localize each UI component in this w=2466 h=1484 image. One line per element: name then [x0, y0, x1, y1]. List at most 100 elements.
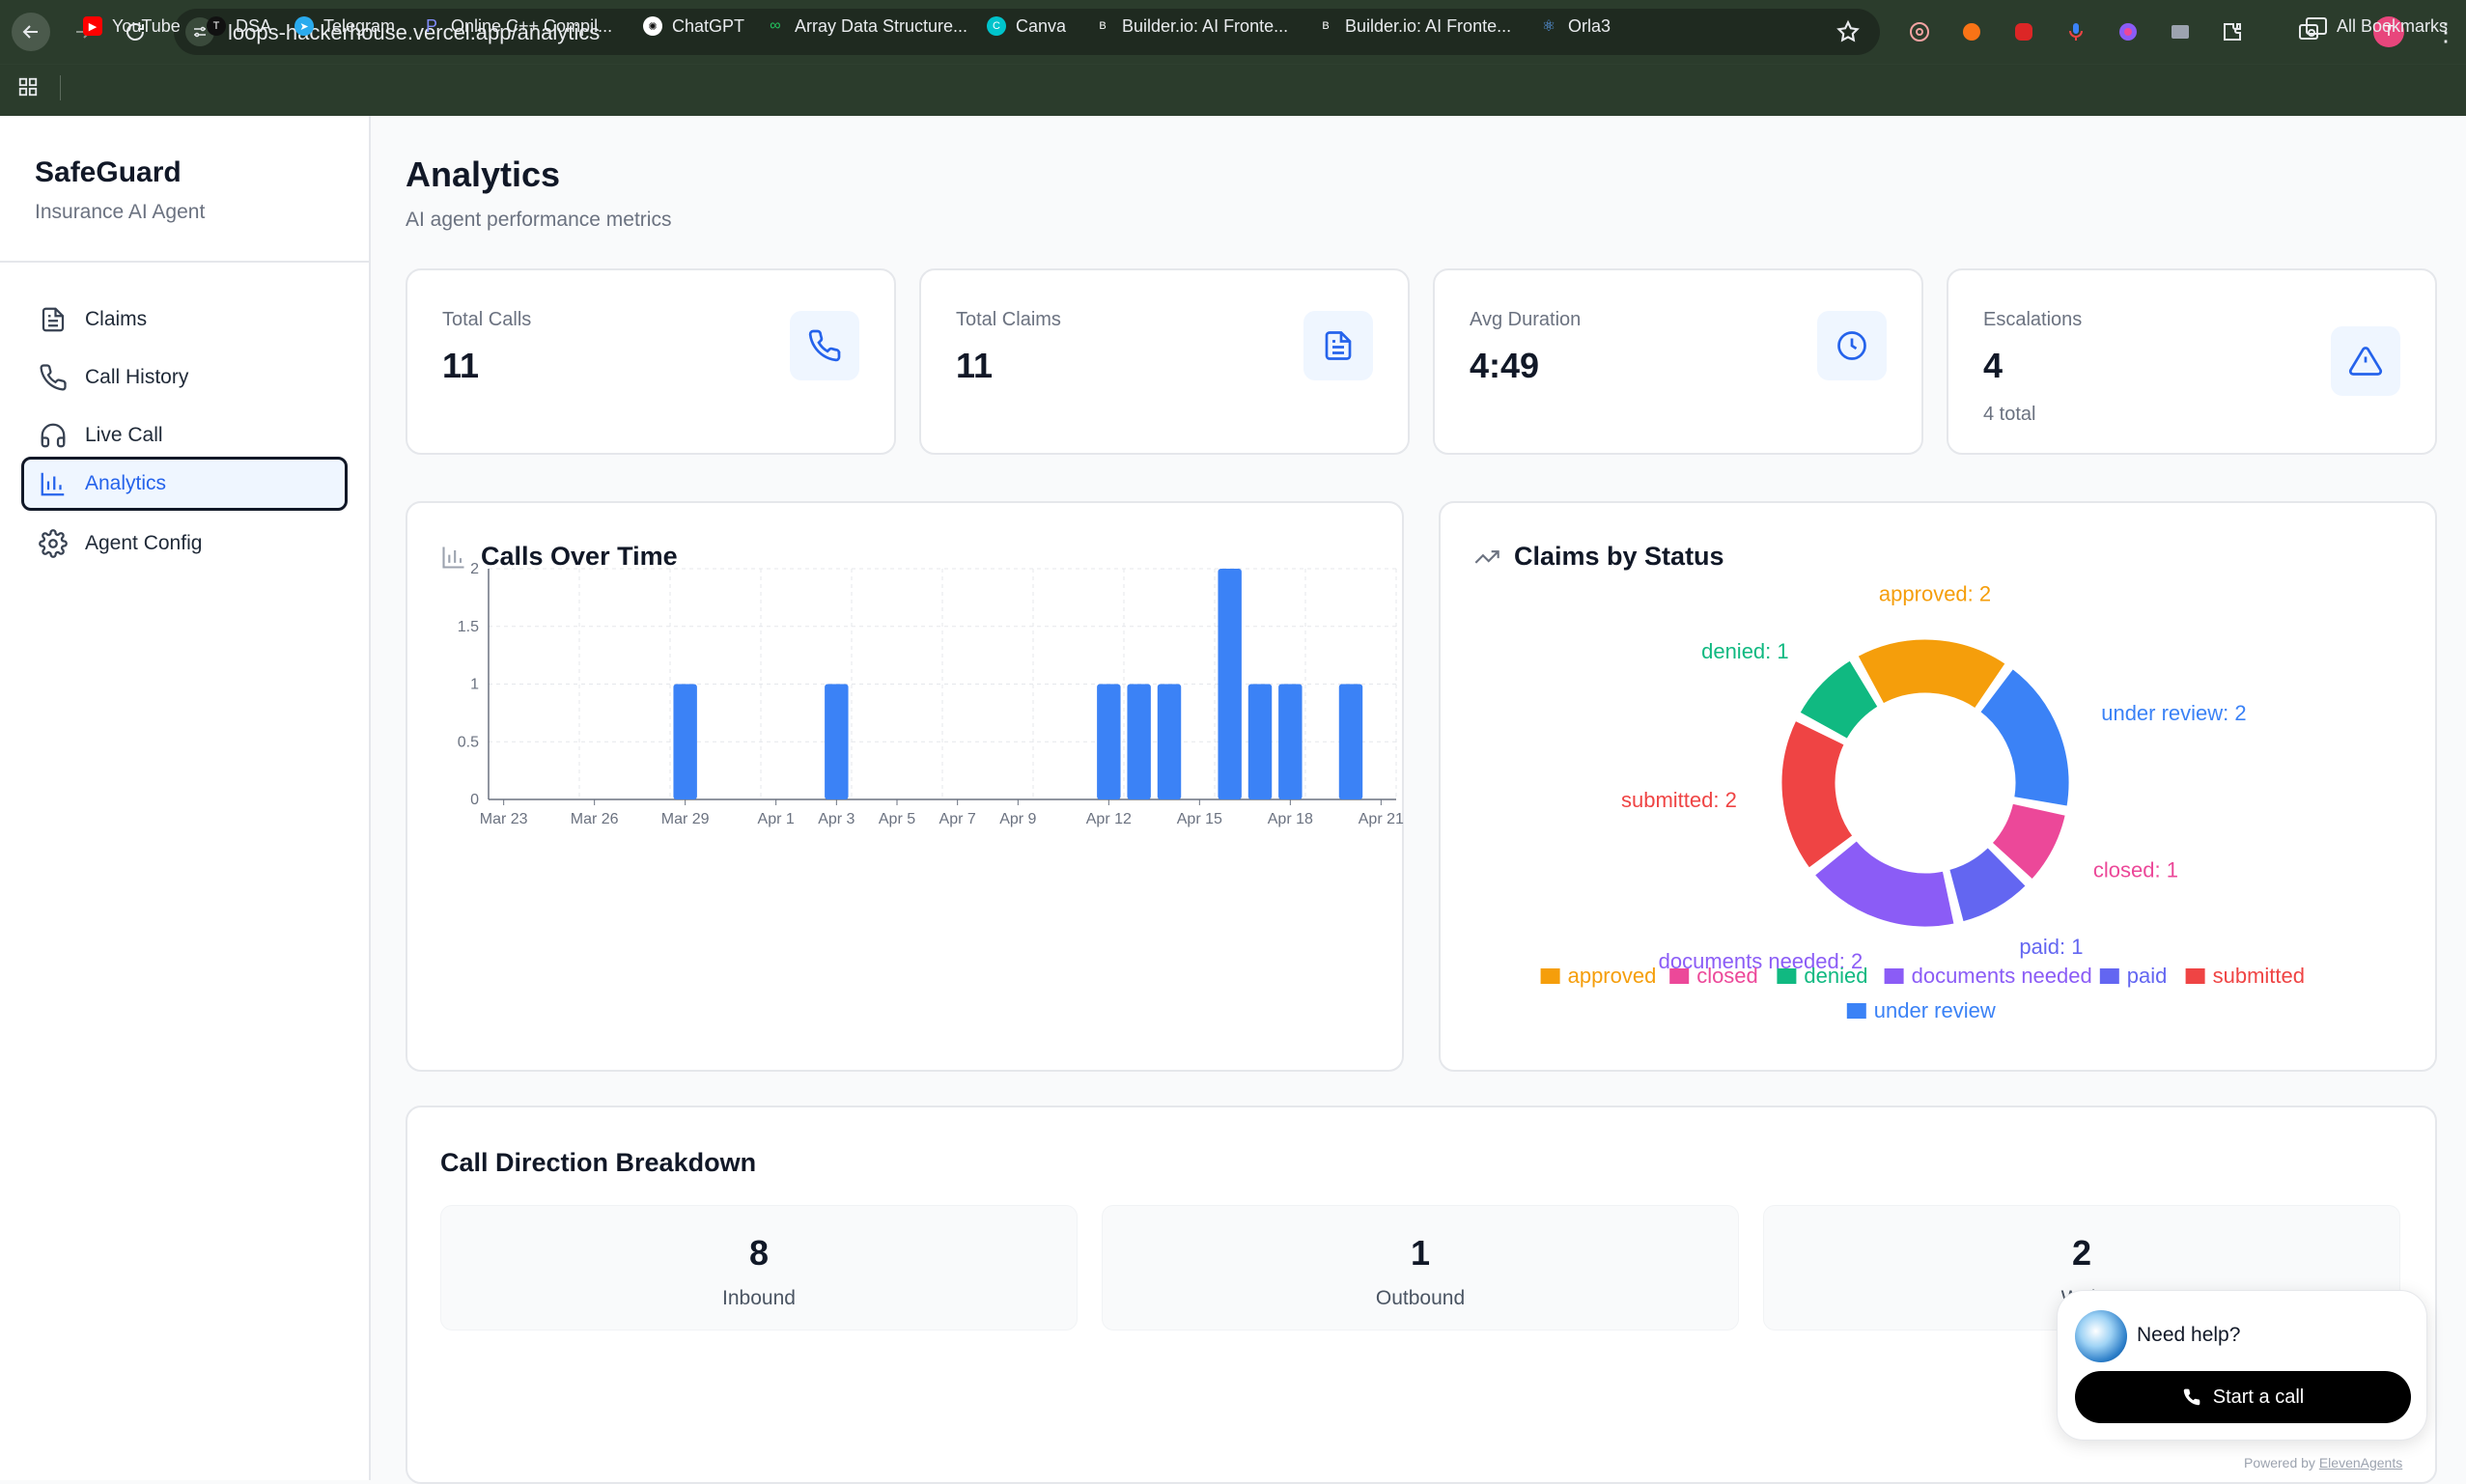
slice-label: documents needed: 2	[1659, 949, 1864, 973]
bookmark-builder-1[interactable]: B Builder.io: AI Fronte...	[1093, 14, 1288, 39]
alert-triangle-icon	[2331, 326, 2400, 396]
sidebar-item-label: Live Call	[85, 424, 163, 446]
url-text[interactable]: loops-hackerhouse.vercel.app/analytics	[228, 20, 601, 44]
brand-title: SafeGuard	[35, 156, 182, 188]
x-tick-label: Apr 7	[939, 811, 976, 827]
pie-slice[interactable]	[1988, 800, 2069, 883]
pie-slice[interactable]	[1976, 665, 2072, 809]
extension-icon[interactable]	[1905, 17, 1934, 46]
pie-slice[interactable]	[1946, 844, 2030, 925]
direction-card-inbound: 8 Inbound	[440, 1205, 1078, 1330]
x-tick-label: Apr 9	[999, 811, 1036, 827]
pie-slice[interactable]	[1796, 657, 1882, 742]
bookmark-dsa[interactable]: T DSA	[207, 14, 271, 39]
direction-label: Outbound	[1375, 1287, 1466, 1309]
panel-title: Claims by Status	[1514, 542, 1724, 571]
legend-swatch	[1669, 968, 1690, 984]
stat-card-total-calls: Total Calls 11	[406, 268, 896, 455]
gear-icon	[39, 529, 68, 558]
bar[interactable]	[1278, 684, 1303, 800]
direction-value: 2	[2071, 1233, 2092, 1273]
browser-toolbar: loops-hackerhouse.vercel.app/analytics T…	[0, 0, 2466, 64]
brand: SafeGuard Insurance AI Agent	[35, 156, 205, 224]
legend-label: denied	[1804, 964, 1867, 988]
bookmark-star-icon[interactable]	[1835, 19, 1861, 44]
apps-grid-icon[interactable]	[17, 76, 39, 98]
app: SafeGuard Insurance AI Agent Claims Call…	[0, 116, 2466, 1484]
back-button[interactable]	[12, 13, 50, 51]
legend-label: under review	[1874, 998, 1996, 1022]
x-tick-label: Apr 21	[1359, 811, 1404, 827]
profile-avatar[interactable]: T	[2373, 16, 2404, 47]
file-text-icon	[42, 307, 65, 332]
bookmark-array-ds[interactable]: ∞ Array Data Structure...	[766, 14, 967, 39]
stat-card-escalations: Escalations 4 4 total	[1947, 268, 2437, 455]
bookmark-online-cpp[interactable]: P Online C++ Compil...	[422, 14, 612, 39]
start-call-button[interactable]: Start a call	[2075, 1371, 2411, 1423]
slice-label: submitted: 2	[1621, 788, 1737, 812]
more-menu-icon[interactable]: ⋮	[2433, 17, 2458, 46]
page-title: Analytics	[406, 154, 561, 194]
bar[interactable]	[673, 684, 697, 800]
bar[interactable]	[1127, 684, 1151, 800]
address-bar[interactable]: loops-hackerhouse.vercel.app/analytics	[174, 9, 1880, 55]
trending-up-icon	[1474, 550, 1499, 564]
sidebar-item-call-history[interactable]: Call History	[21, 350, 348, 405]
direction-card-outbound: 1 Outbound	[1102, 1205, 1739, 1330]
bookmark-canva[interactable]: C Canva	[987, 14, 1066, 39]
legend-swatch	[2185, 968, 2205, 984]
stat-card-total-claims: Total Claims 11	[919, 268, 1410, 455]
extension-icon[interactable]	[1957, 17, 1986, 46]
slice-label: closed: 1	[2093, 857, 2178, 882]
calls-over-time-chart: 0 0.5 1 1.5 2 Mar 23 Mar 26 Mar 29 Apr 1 Apr 3 Apr…	[458, 561, 1404, 827]
all-bookmarks[interactable]: All Bookmarks	[2306, 14, 2448, 39]
help-text: Need help?	[2137, 1324, 2241, 1346]
bar[interactable]	[825, 684, 849, 800]
bar[interactable]	[1247, 684, 1273, 800]
assistant-avatar	[2075, 1310, 2127, 1362]
stat-note: 4 total	[1983, 404, 2036, 425]
panel-title: Calls Over Time	[481, 542, 678, 571]
builder-icon: B	[1322, 20, 1330, 32]
x-tick-label: Apr 15	[1177, 811, 1222, 827]
pie-slice[interactable]	[1810, 837, 1957, 930]
youtube-icon: ▶	[83, 16, 102, 36]
bar[interactable]	[1097, 684, 1121, 800]
sidebar-item-agent-config[interactable]: Agent Config	[21, 517, 348, 571]
pie-slice[interactable]	[1854, 636, 2009, 713]
sidebar: SafeGuard Insurance AI Agent Claims Call…	[0, 116, 371, 1480]
page-subtitle: AI agent performance metrics	[406, 209, 672, 231]
powered-by-link[interactable]: ElevenAgents	[2318, 1455, 2403, 1470]
legend-swatch	[1846, 1003, 1866, 1019]
bar[interactable]	[1338, 684, 1363, 800]
extension-icon[interactable]	[2009, 17, 2038, 46]
extension-icon[interactable]	[2114, 17, 2143, 46]
powered-by: Powered by ElevenAgents	[2244, 1455, 2402, 1470]
legend-label: submitted	[2213, 964, 2305, 988]
main-content: Analytics AI agent performance metrics T…	[373, 116, 2466, 1484]
bar[interactable]	[1218, 569, 1242, 799]
pie-slice[interactable]	[1779, 717, 1857, 872]
stat-label: Avg Duration	[1470, 309, 1582, 330]
direction-value: 1	[1410, 1233, 1431, 1273]
arrow-left-icon	[22, 25, 38, 39]
sidebar-item-claims[interactable]: Claims	[21, 293, 348, 347]
bookmark-chatgpt[interactable]: ✺ ChatGPT	[643, 14, 744, 39]
bookmark-telegram[interactable]: ➤ Telegram	[294, 14, 395, 39]
direction-label: Inbound	[722, 1287, 796, 1309]
sidebar-item-live-call[interactable]: Live Call	[21, 408, 348, 462]
sidebar-item-label: Call History	[85, 366, 189, 388]
sidebar-item-analytics[interactable]: Analytics	[21, 457, 348, 511]
microphone-icon[interactable]	[2061, 17, 2090, 46]
bookmark-orla3[interactable]: ⚛ Orla3	[1539, 14, 1611, 39]
bookmark-builder-2[interactable]: B Builder.io: AI Fronte...	[1316, 14, 1511, 39]
puzzle-icon[interactable]	[2218, 17, 2247, 46]
bookmark-youtube[interactable]: ▶ YouTube	[83, 14, 181, 39]
extension-icon[interactable]	[2166, 17, 2195, 46]
bar[interactable]	[1157, 684, 1182, 800]
canva-icon: C	[987, 16, 1006, 36]
reload-button[interactable]	[116, 13, 154, 51]
y-tick-label: 0	[470, 792, 479, 808]
clock-icon	[1817, 311, 1887, 380]
stat-value: 4:49	[1470, 346, 1540, 385]
